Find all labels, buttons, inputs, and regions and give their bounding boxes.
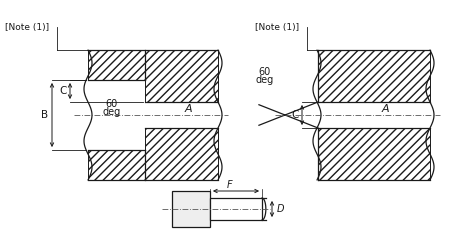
Text: A: A bbox=[184, 104, 192, 114]
Polygon shape bbox=[88, 150, 145, 180]
Text: deg: deg bbox=[103, 107, 121, 117]
Bar bbox=[172, 191, 210, 227]
Text: 60: 60 bbox=[259, 67, 271, 77]
Bar bbox=[210, 198, 262, 220]
Polygon shape bbox=[318, 50, 430, 102]
Text: F: F bbox=[227, 180, 233, 190]
Text: deg: deg bbox=[256, 75, 274, 85]
Polygon shape bbox=[145, 128, 218, 180]
Text: C: C bbox=[292, 110, 299, 120]
Text: C: C bbox=[59, 86, 67, 96]
Text: [Note (1)]: [Note (1)] bbox=[5, 23, 49, 32]
Text: A: A bbox=[381, 104, 389, 114]
Polygon shape bbox=[88, 50, 145, 80]
Text: 60: 60 bbox=[106, 99, 118, 109]
Text: [Note (1)]: [Note (1)] bbox=[255, 23, 299, 32]
Text: B: B bbox=[41, 110, 48, 120]
Polygon shape bbox=[318, 128, 430, 180]
Text: D: D bbox=[276, 204, 284, 214]
Polygon shape bbox=[145, 50, 218, 102]
